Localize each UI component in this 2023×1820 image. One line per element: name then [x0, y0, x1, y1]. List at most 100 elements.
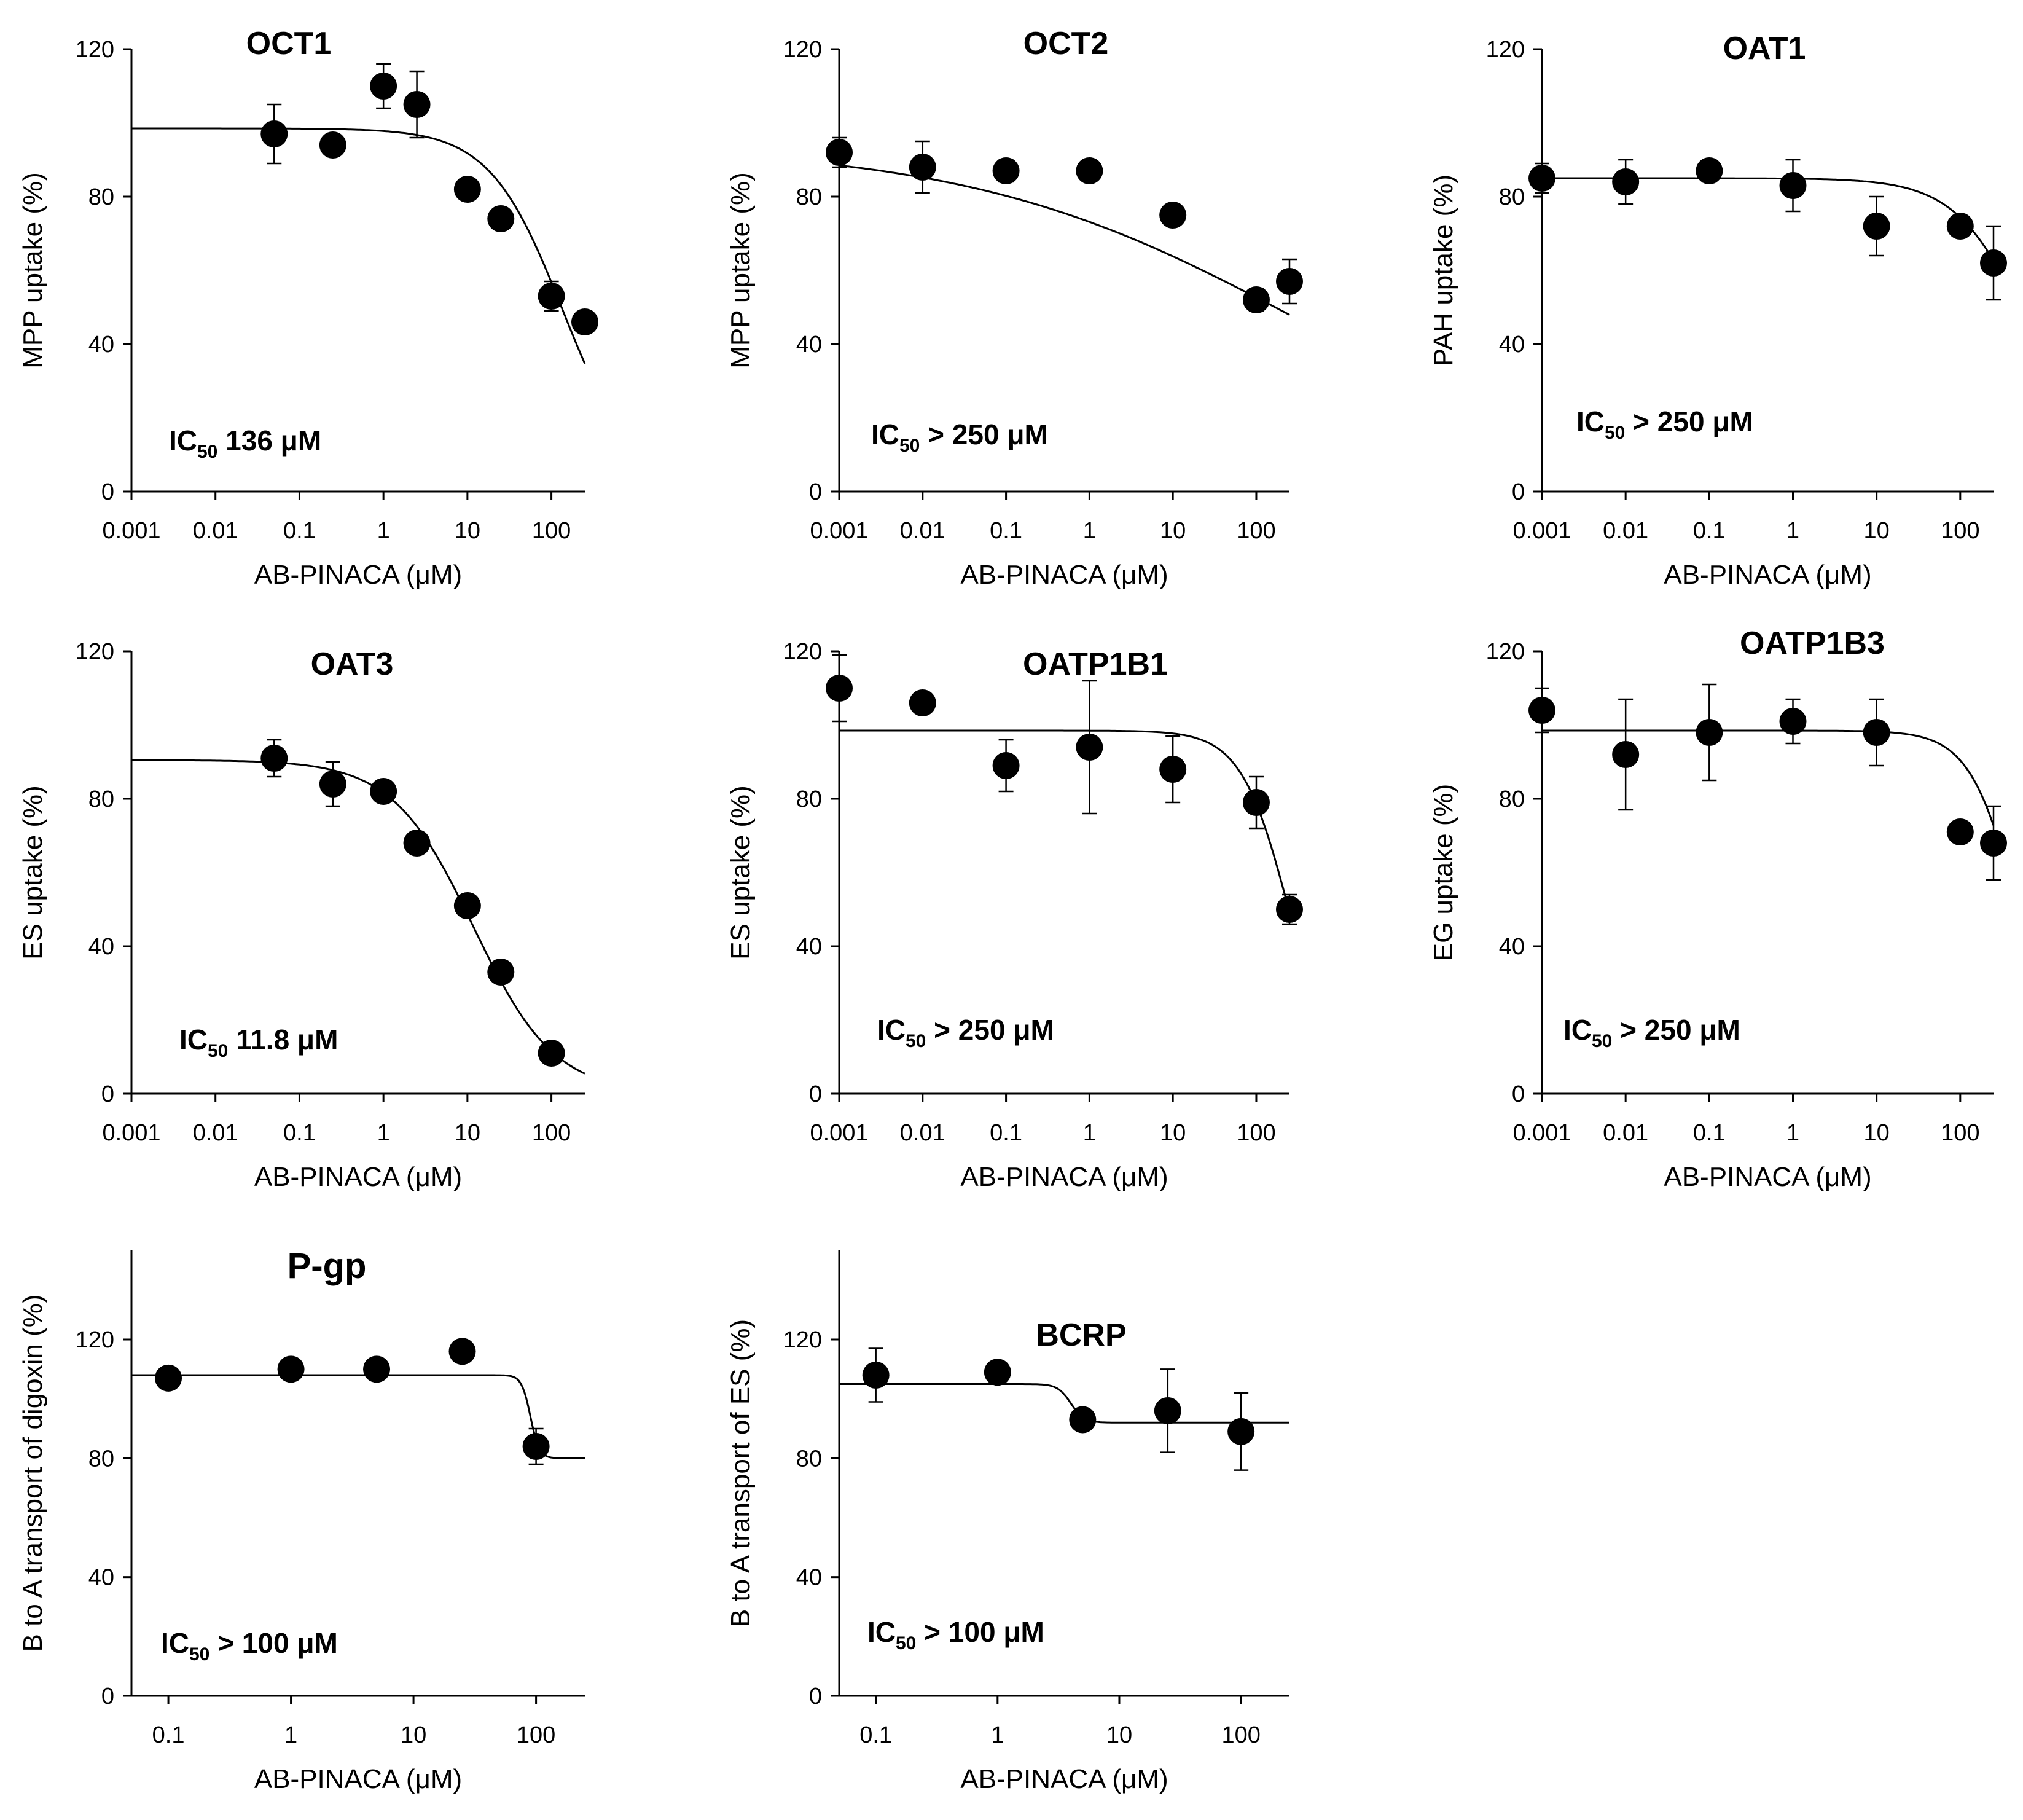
y-tick-label: 80: [796, 184, 822, 210]
y-tick-label: 0: [1512, 1081, 1525, 1107]
ic50-annotation: IC50 > 250 μM: [1563, 1014, 1740, 1051]
x-axis-label: AB-PINACA (μM): [1664, 560, 1871, 590]
data-point: [403, 830, 431, 857]
data-point: [1980, 830, 2007, 857]
y-tick-label: 80: [796, 786, 822, 812]
x-tick-label: 0.001: [810, 1120, 868, 1146]
x-tick-label: 1: [377, 1120, 390, 1146]
y-axis-label: B to A transport of digoxin (%): [18, 1294, 48, 1652]
x-tick-label: 0.1: [1693, 518, 1726, 544]
panel-title: OATP1B1: [1023, 646, 1168, 682]
data-point: [448, 1338, 476, 1365]
x-tick-label: 0.1: [283, 518, 316, 544]
x-tick-label: 100: [1221, 1722, 1260, 1748]
y-axis-label: EG uptake (%): [1428, 784, 1458, 962]
y-tick-label: 0: [101, 1684, 114, 1709]
ic50-annotation: IC50 > 100 μM: [161, 1627, 338, 1665]
data-point: [403, 91, 431, 118]
data-point: [487, 205, 515, 232]
data-point: [1159, 202, 1187, 229]
fit-curve: [839, 164, 1290, 316]
data-point: [363, 1355, 391, 1383]
x-tick-label: 10: [1160, 1120, 1186, 1146]
data-point: [909, 689, 936, 716]
data-point: [453, 176, 481, 203]
x-tick-label: 0.1: [990, 518, 1022, 544]
panel-title: P-gp: [288, 1246, 367, 1286]
data-point: [862, 1362, 890, 1389]
fit-curve: [839, 729, 1291, 912]
data-point: [1863, 213, 1890, 240]
data-point: [1276, 896, 1303, 923]
fit-curve: [839, 1383, 1289, 1424]
x-tick-label: 1: [991, 1722, 1004, 1748]
x-tick-label: 0.1: [1693, 1120, 1726, 1146]
y-tick-label: 120: [1486, 639, 1525, 665]
data-point: [538, 283, 565, 310]
data-point: [155, 1364, 182, 1392]
data-point: [909, 154, 936, 181]
x-axis-label: AB-PINACA (μM): [254, 1162, 462, 1192]
y-tick-label: 40: [1499, 332, 1525, 358]
y-axis-label: ES uptake (%): [18, 785, 48, 960]
fit-curve: [131, 759, 585, 1075]
panel-oatp1b3: OATP1B3 EG uptake (%) AB-PINACA (μM) IC5…: [1428, 626, 2007, 1192]
x-axis-label: AB-PINACA (μM): [254, 560, 462, 590]
data-point: [826, 675, 853, 702]
data-point: [319, 131, 346, 159]
y-tick-label: 120: [1486, 37, 1525, 63]
panel-title: OAT1: [1723, 31, 1806, 66]
x-tick-label: 0.01: [193, 518, 238, 544]
y-tick-label: 40: [1499, 934, 1525, 960]
x-tick-label: 10: [455, 518, 480, 544]
x-tick-label: 0.1: [990, 1120, 1022, 1146]
x-tick-label: 0.01: [193, 1120, 238, 1146]
y-tick-label: 40: [88, 1565, 114, 1591]
y-axis-label: MPP uptake (%): [18, 172, 48, 369]
ic50-annotation: IC50 > 250 μM: [1576, 406, 1753, 443]
data-point: [1863, 719, 1890, 746]
x-tick-label: 0.001: [102, 1120, 160, 1146]
y-tick-label: 120: [783, 639, 822, 665]
data-point: [1242, 286, 1270, 313]
fit-curve: [1542, 729, 1995, 826]
x-tick-label: 1: [284, 1722, 297, 1748]
data-point: [992, 752, 1020, 779]
y-tick-label: 40: [88, 934, 114, 960]
data-point: [370, 778, 397, 805]
x-tick-label: 10: [455, 1120, 480, 1146]
x-tick-label: 1: [1083, 1120, 1096, 1146]
data-point: [1069, 1406, 1097, 1434]
x-tick-label: 0.01: [900, 1120, 945, 1146]
y-tick-label: 80: [88, 786, 114, 812]
data-point: [826, 139, 853, 166]
data-point: [260, 120, 288, 147]
x-tick-label: 1: [1083, 518, 1096, 544]
y-axis-label: ES uptake (%): [726, 785, 756, 960]
panel-title: OATP1B3: [1740, 626, 1885, 661]
data-point: [319, 771, 346, 798]
data-point: [1980, 249, 2007, 277]
x-tick-label: 10: [1864, 518, 1890, 544]
x-tick-label: 0.01: [1603, 518, 1648, 544]
data-point: [522, 1433, 550, 1460]
x-tick-label: 100: [1941, 1120, 1979, 1146]
y-tick-label: 40: [88, 332, 114, 358]
panel-oct2: OCT2 MPP uptake (%) AB-PINACA (μM) IC50 …: [726, 26, 1303, 590]
x-tick-label: 0.01: [1603, 1120, 1648, 1146]
panel-oct1: OCT1 MPP uptake (%) AB-PINACA (μM) IC50 …: [18, 26, 598, 590]
x-tick-label: 0.1: [283, 1120, 316, 1146]
data-point: [1159, 756, 1187, 783]
y-tick-label: 0: [809, 1684, 822, 1709]
data-point: [1154, 1397, 1181, 1424]
x-tick-label: 100: [1237, 1120, 1275, 1146]
panel-bcrp: BCRP B to A transport of ES (%) AB-PINAC…: [726, 1250, 1289, 1794]
x-tick-label: 0.001: [810, 518, 868, 544]
x-axis-label: AB-PINACA (μM): [254, 1764, 462, 1794]
y-tick-label: 0: [1512, 479, 1525, 505]
panel-title: BCRP: [1036, 1317, 1126, 1353]
y-tick-label: 0: [101, 1081, 114, 1107]
data-point: [1276, 268, 1303, 295]
x-tick-label: 10: [1160, 518, 1186, 544]
x-tick-label: 0.001: [1512, 1120, 1571, 1146]
